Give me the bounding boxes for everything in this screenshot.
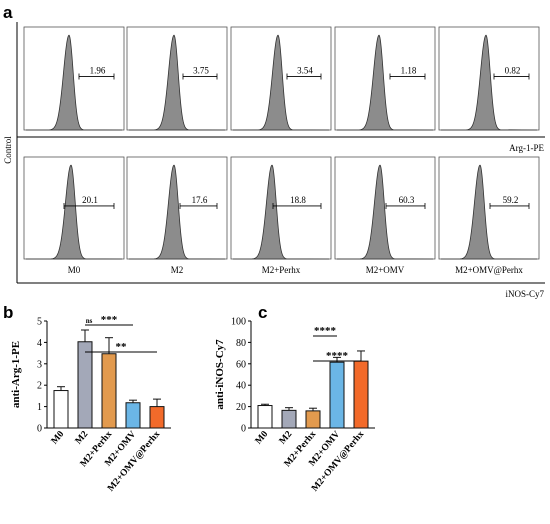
y-tick-label: 4	[37, 338, 42, 349]
y-tick-label: 2	[37, 381, 42, 392]
bar	[353, 360, 369, 429]
significance-label: ns	[86, 317, 93, 325]
bar	[305, 410, 321, 429]
gate-percentage: 60.3	[399, 195, 415, 205]
y-tick-label: 5	[37, 317, 42, 328]
y-tick-label: 0	[241, 424, 246, 435]
histogram-box	[230, 156, 332, 260]
histogram-peak	[336, 34, 434, 131]
histogram-peak	[440, 164, 538, 260]
y-tick-label: 80	[236, 338, 246, 349]
panel-a-label: a	[3, 3, 13, 22]
significance-label: ***	[101, 314, 118, 326]
gate-percentage: 1.96	[90, 65, 106, 75]
x-tick-label: M2	[74, 429, 91, 446]
bar	[77, 341, 93, 429]
gate-percentage: 1.18	[401, 65, 417, 75]
y-axis-title: anti-iNOS-Cy7	[214, 339, 226, 410]
y-tick-label: 3	[37, 359, 42, 370]
x-tick-label: M0	[254, 429, 271, 446]
histogram-peak	[440, 34, 538, 131]
histogram-peak	[128, 164, 226, 260]
gate-percentage: 3.75	[193, 65, 209, 75]
gate-percentage: 3.54	[297, 65, 313, 75]
panel-c-label: c	[258, 303, 267, 322]
histogram-peak	[25, 34, 123, 131]
y-tick-label: 60	[236, 359, 246, 370]
y-tick-label: 100	[231, 317, 246, 328]
y-tick-label: 20	[236, 402, 246, 413]
panel-b-label: b	[3, 303, 13, 322]
bar	[101, 353, 117, 429]
gate-percentage: 20.1	[82, 195, 98, 205]
significance-label: **	[116, 341, 128, 353]
gate-percentage: 59.2	[503, 195, 519, 205]
bar	[53, 390, 69, 429]
histogram-peak	[232, 164, 330, 260]
group-label: M2	[171, 265, 184, 275]
gate-percentage: 18.8	[290, 195, 306, 205]
panel-a-row2-label: iNOS-Cy7	[505, 289, 544, 299]
group-label: M2+OMV@Perhx	[455, 265, 523, 275]
y-tick-label: 0	[37, 424, 42, 435]
bar	[257, 405, 273, 429]
bar	[125, 402, 141, 429]
significance-label: ****	[314, 325, 337, 337]
histogram-peak	[128, 34, 226, 131]
histogram-peak	[232, 34, 330, 131]
gate-percentage: 17.6	[192, 195, 208, 205]
bar	[329, 361, 345, 429]
group-label: M0	[68, 265, 81, 275]
group-label: M2+Perhx	[262, 265, 301, 275]
y-tick-label: 40	[236, 381, 246, 392]
group-label: M2+OMV	[366, 265, 405, 275]
histogram-box	[438, 156, 540, 260]
panel-a-row1-label: Arg-1-PE	[509, 143, 544, 153]
x-tick-label: M0	[50, 429, 67, 446]
gate-percentage: 0.82	[505, 65, 521, 75]
x-tick-label: M2	[278, 429, 295, 446]
significance-label: ****	[326, 350, 349, 362]
y-axis-title: anti-Arg-1-PE	[10, 341, 22, 408]
panel-a-y-label: Control	[3, 136, 13, 164]
y-tick-label: 1	[37, 402, 42, 413]
bar	[281, 409, 297, 429]
histogram-peak	[336, 164, 434, 260]
histogram-peak	[25, 164, 123, 260]
flow-cytometry-panels: 1.96 3.75 3.54 1.18 0.82 20.1 M0 17.6 M2 18.8 M2+P…	[23, 26, 540, 275]
bar	[149, 406, 165, 429]
